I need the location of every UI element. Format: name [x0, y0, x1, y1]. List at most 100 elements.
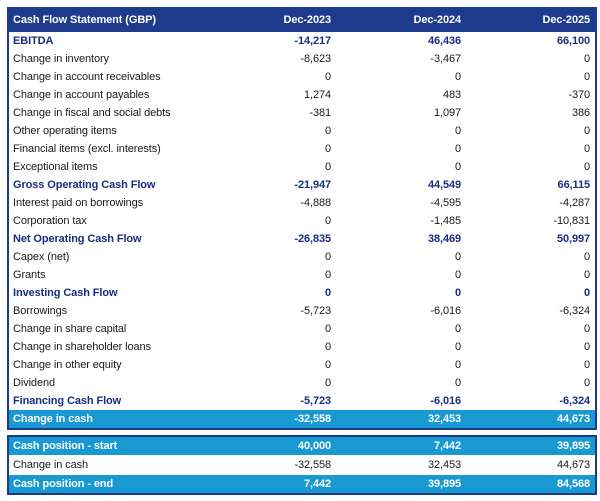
table-header-row: Cash Flow Statement (GBP) Dec-2023 Dec-2… — [8, 8, 596, 32]
cell-value: -370 — [568, 89, 590, 101]
table-row: Investing Cash Flow 0 0 0 — [8, 284, 596, 302]
cell-value: 0 — [583, 341, 590, 353]
cell-value: -5,723 — [300, 395, 331, 407]
cell-value: 0 — [454, 269, 461, 281]
row-label: Gross Operating Cash Flow — [13, 179, 156, 191]
cell-value: 0 — [583, 161, 590, 173]
row-label: Capex (net) — [13, 251, 70, 263]
cell-value: 0 — [324, 125, 331, 137]
table-row: Grants 0 0 0 — [8, 266, 596, 284]
cell-value: 0 — [324, 143, 331, 155]
table-row: Change in shareholder loans 0 0 0 — [8, 338, 596, 356]
cell-value: -6,016 — [430, 395, 461, 407]
table-row: Financing Cash Flow -5,723 -6,016 -6,324 — [8, 392, 596, 410]
row-label: EBITDA — [13, 35, 54, 47]
row-label: Other operating items — [13, 125, 117, 137]
table-row: Change in fiscal and social debts -381 1,0… — [8, 104, 596, 122]
cell-value: 0 — [324, 323, 331, 335]
row-label: Change in account payables — [13, 89, 150, 101]
cell-value: 0 — [583, 125, 590, 137]
cash-position-table: Cash position - start 40,000 7,442 39,895 Ch… — [7, 435, 597, 495]
cell-value: -8,623 — [300, 53, 331, 65]
cell-value: 386 — [571, 107, 590, 119]
table-row: Change in account receivables 0 0 0 — [8, 68, 596, 86]
cell-value: 0 — [583, 143, 590, 155]
row-label: Change in cash — [8, 410, 206, 429]
cell-value: 0 — [454, 287, 461, 299]
cell-value: 0 — [454, 341, 461, 353]
row-label: Change in shareholder loans — [13, 341, 151, 353]
cell-value: 0 — [583, 323, 590, 335]
row-label: Cash position - end — [8, 474, 206, 494]
cell-value: -21,947 — [294, 179, 331, 191]
cell-value: 44,673 — [466, 410, 596, 429]
table-row: Cash position - end 7,442 39,895 84,568 — [8, 474, 596, 494]
column-header-dec-2023: Dec-2023 — [206, 8, 336, 32]
cell-value: 44,549 — [427, 179, 461, 191]
cell-value: 0 — [583, 269, 590, 281]
table-row: Other operating items 0 0 0 — [8, 122, 596, 140]
cell-value: 7,442 — [206, 474, 336, 494]
cell-value: -32,558 — [206, 455, 336, 475]
cell-value: -1,485 — [430, 215, 461, 227]
row-label: Dividend — [13, 377, 56, 389]
cell-value: 32,453 — [336, 410, 466, 429]
row-label: Financial items (excl. interests) — [13, 143, 161, 155]
cell-value: 32,453 — [336, 455, 466, 475]
table-row: Change in share capital 0 0 0 — [8, 320, 596, 338]
table-row: Cash position - start 40,000 7,442 39,895 — [8, 436, 596, 456]
cell-value: 0 — [324, 215, 331, 227]
table-row: Interest paid on borrowings -4,888 -4,595 -… — [8, 194, 596, 212]
row-label: Investing Cash Flow — [13, 287, 118, 299]
cell-value: 66,100 — [556, 35, 590, 47]
cell-value: 39,895 — [466, 436, 596, 456]
cell-value: -14,217 — [294, 35, 331, 47]
cell-value: 0 — [324, 71, 331, 83]
cell-value: 7,442 — [336, 436, 466, 456]
table-row: Change in inventory -8,623 -3,467 0 — [8, 50, 596, 68]
cell-value: -6,324 — [559, 305, 590, 317]
cell-value: 50,997 — [556, 233, 590, 245]
cell-value: 0 — [583, 53, 590, 65]
cell-value: 0 — [324, 287, 331, 299]
cell-value: 0 — [583, 71, 590, 83]
table-title: Cash Flow Statement (GBP) — [8, 8, 206, 32]
table-row: Gross Operating Cash Flow -21,947 44,549 66… — [8, 176, 596, 194]
table-row: Capex (net) 0 0 0 — [8, 248, 596, 266]
cell-value: -6,016 — [430, 305, 461, 317]
cell-value: -4,287 — [559, 197, 590, 209]
row-label: Cash position - start — [8, 436, 206, 456]
cell-value: 40,000 — [206, 436, 336, 456]
cell-value: 0 — [454, 125, 461, 137]
cell-value: -381 — [309, 107, 331, 119]
cell-value: -5,723 — [300, 305, 331, 317]
cell-value: 38,469 — [427, 233, 461, 245]
cell-value: 1,274 — [303, 89, 331, 101]
table-row: Change in other equity 0 0 0 — [8, 356, 596, 374]
table-row: Change in account payables 1,274 483 -370 — [8, 86, 596, 104]
cell-value: -6,324 — [559, 395, 590, 407]
cell-value: 0 — [583, 251, 590, 263]
table-row: EBITDA -14,217 46,436 66,100 — [8, 32, 596, 50]
cell-value: -4,595 — [430, 197, 461, 209]
cell-value: -3,467 — [430, 53, 461, 65]
column-header-dec-2024: Dec-2024 — [336, 8, 466, 32]
table-row: Corporation tax 0 -1,485 -10,831 — [8, 212, 596, 230]
cell-value: 0 — [583, 377, 590, 389]
cell-value: 66,115 — [557, 179, 591, 191]
cell-value: 0 — [324, 251, 331, 263]
cell-value: 0 — [324, 359, 331, 371]
row-label: Borrowings — [13, 305, 68, 317]
row-label: Net Operating Cash Flow — [13, 233, 142, 245]
cell-value: -4,888 — [300, 197, 331, 209]
row-label: Grants — [13, 269, 46, 281]
cell-value: 0 — [454, 359, 461, 371]
table-row: Dividend 0 0 0 — [8, 374, 596, 392]
table-row: Change in cash -32,558 32,453 44,673 — [8, 455, 596, 475]
cell-value: 483 — [442, 89, 461, 101]
table-row: Change in cash -32,558 32,453 44,673 — [8, 410, 596, 429]
cell-value: 0 — [454, 71, 461, 83]
table-row: Borrowings -5,723 -6,016 -6,324 — [8, 302, 596, 320]
row-label: Corporation tax — [13, 215, 87, 227]
row-label: Exceptional items — [13, 161, 98, 173]
